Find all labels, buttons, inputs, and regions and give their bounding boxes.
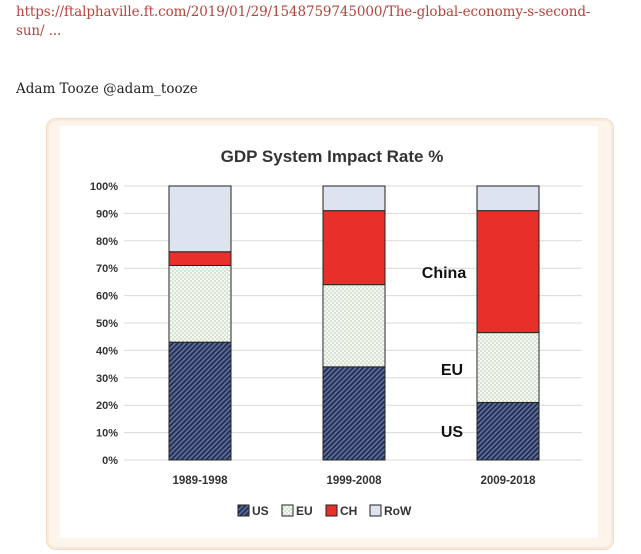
x-tick-label: 1989-1998 [173, 475, 229, 487]
y-tick-label: 20% [96, 400, 118, 412]
bar-row-1999-2008 [322, 185, 386, 212]
annotations: China EU US [422, 265, 467, 441]
chart-plot-area: GDP System Impact Rate % 0% 10% 20% 30% 40% 5… [60, 126, 598, 538]
annotation-china: China [422, 265, 467, 282]
y-tick-label: 30% [96, 373, 118, 385]
legend-label-row: RoW [384, 504, 412, 518]
x-tick-label: 1999-2008 [327, 475, 383, 487]
y-tick-label: 80% [96, 236, 118, 248]
bar-ch-1989-1998 [168, 251, 232, 266]
y-tick-label: 100% [90, 181, 118, 193]
bar-eu-1999-2008 [322, 284, 386, 368]
y-tick-label: 0% [102, 455, 118, 467]
legend-label-eu: EU [296, 504, 313, 518]
x-axis-ticks: 1989-1998 1999-2008 2009-2018 [173, 475, 537, 487]
author-handle: Adam Tooze @adam_tooze [16, 81, 198, 97]
legend-label-us: US [252, 504, 269, 518]
x-tick-label: 2009-2018 [481, 475, 537, 487]
bar-us-1999-2008 [322, 366, 386, 461]
bar-eu-2009-2018 [476, 332, 540, 403]
legend-swatch-eu [281, 504, 294, 517]
bar-eu-1989-1998 [168, 264, 232, 343]
article-link[interactable]: https://ftalphaville.ft.com/2019/01/29/1… [16, 4, 591, 39]
y-tick-label: 50% [96, 318, 118, 330]
y-tick-label: 10% [96, 428, 118, 440]
y-tick-label: 70% [96, 263, 118, 275]
legend: US EU CH RoW [237, 504, 412, 518]
bar-ch-2009-2018 [476, 210, 540, 334]
bars [168, 185, 540, 461]
y-axis-ticks: 0% 10% 20% 30% 40% 50% 60% 70% 80% 90% 100% [90, 181, 118, 467]
legend-swatch-row [369, 504, 382, 517]
bar-us-2009-2018 [476, 401, 540, 461]
legend-label-ch: CH [340, 504, 357, 518]
bar-row-1989-1998 [168, 185, 232, 253]
legend-swatch-ch [325, 504, 338, 517]
chart-title: GDP System Impact Rate % [221, 147, 444, 166]
y-tick-label: 40% [96, 345, 118, 357]
y-tick-label: 90% [96, 208, 118, 220]
bar-us-1989-1998 [168, 341, 232, 461]
annotation-us: US [441, 424, 464, 441]
annotation-eu: EU [441, 362, 463, 379]
legend-swatch-us [237, 504, 250, 517]
bar-row-2009-2018 [476, 185, 540, 212]
stacked-bar-chart: GDP System Impact Rate % 0% 10% 20% 30% 40% 5… [90, 147, 582, 518]
bar-ch-1999-2008 [322, 210, 386, 286]
y-tick-label: 60% [96, 291, 118, 303]
